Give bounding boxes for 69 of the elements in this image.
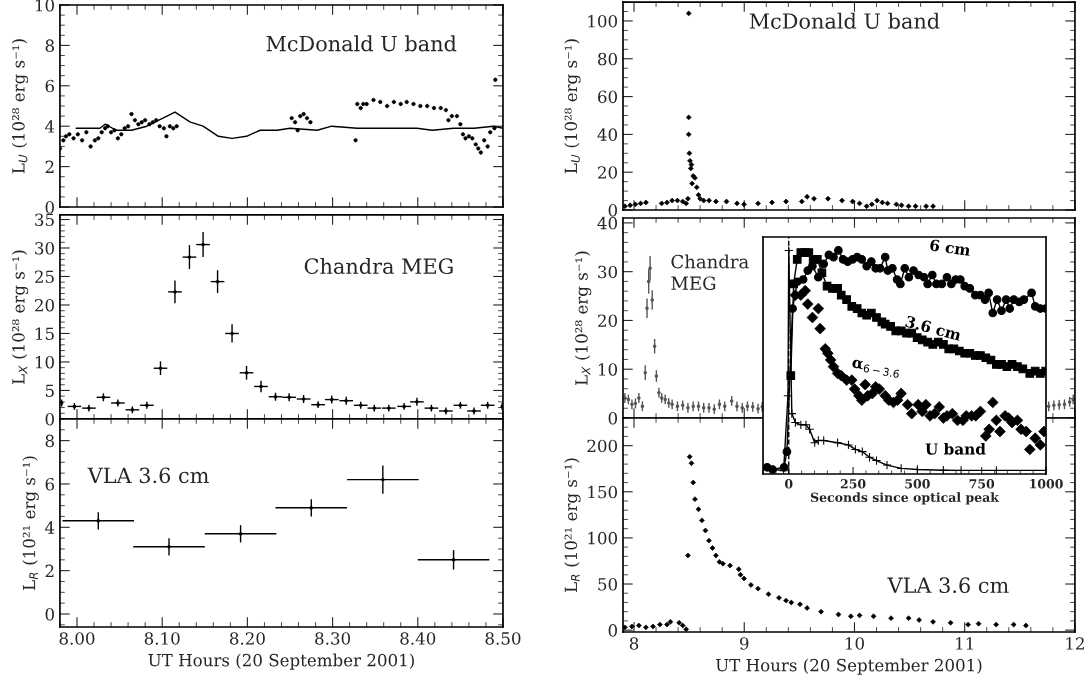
y-tick-label: 4 bbox=[45, 521, 55, 534]
text: 3.6 cm bbox=[904, 315, 963, 342]
y-tick-label: 100 bbox=[588, 14, 618, 28]
x-tick-label: 8.30 bbox=[315, 632, 351, 645]
y-tick-label: 8 bbox=[45, 434, 54, 448]
y-axis-title: L$_{R}$ (10²¹ erg s⁻¹) bbox=[22, 456, 39, 590]
y-tick-label: 15 bbox=[35, 327, 54, 341]
y-axis-title: L$_{U}$ (10²⁸ erg s⁻¹) bbox=[564, 39, 581, 174]
x-tick-label: 0 bbox=[784, 479, 793, 489]
x-tick-label: 8.50 bbox=[485, 632, 521, 645]
x-tick-label: 8.20 bbox=[229, 632, 265, 645]
series-label: U band bbox=[925, 442, 986, 455]
y-tick-label: 4 bbox=[45, 120, 55, 133]
y-tick-label: 2 bbox=[45, 564, 54, 577]
text: α$_{6−3.6}$ bbox=[851, 359, 901, 379]
y-tick-label: 100 bbox=[588, 531, 618, 545]
x-tick-label: 11 bbox=[956, 637, 973, 650]
y-tick-label: 20 bbox=[35, 298, 54, 312]
y-tick-label: 0 bbox=[608, 624, 618, 637]
x-axis-title: UT Hours (20 September 2001) bbox=[148, 653, 414, 670]
x-tick-label: 8.00 bbox=[59, 632, 95, 645]
y-tick-label: 0 bbox=[45, 412, 54, 426]
y-tick-label: 50 bbox=[598, 577, 618, 591]
x-tick-label: 250 bbox=[840, 479, 866, 489]
x-tick-label: 8 bbox=[629, 637, 639, 650]
y-tick-label: 10 bbox=[35, 355, 54, 369]
y-tick-label: 40 bbox=[597, 128, 618, 141]
x-tick-label: 9 bbox=[739, 637, 749, 650]
y-tick-label: 0 bbox=[608, 203, 618, 217]
y-tick-label: 20 bbox=[598, 314, 618, 328]
x-tick-label: 1000 bbox=[1030, 479, 1063, 489]
annotation: McDonald U band bbox=[749, 12, 940, 29]
y-tick-label: 6 bbox=[45, 477, 55, 491]
y-tick-label: 40 bbox=[597, 216, 618, 230]
text: 6 cm bbox=[929, 239, 971, 257]
annotation: Chandra MEG bbox=[304, 257, 453, 275]
x-tick-label: 8.10 bbox=[144, 632, 180, 645]
x-tick-label: 8.40 bbox=[400, 632, 436, 645]
annotation: Chandra MEG bbox=[671, 254, 749, 291]
y-tick-label: 2 bbox=[45, 160, 54, 173]
y-tick-label: 60 bbox=[598, 90, 618, 104]
y-tick-label: 0 bbox=[608, 411, 618, 425]
y-axis-title: L$_{R}$ (10²¹ erg s⁻¹) bbox=[564, 458, 581, 592]
y-tick-label: 200 bbox=[587, 439, 618, 453]
y-tick-label: 80 bbox=[598, 52, 618, 66]
annotation: VLA 3.6 cm bbox=[87, 467, 209, 484]
x-tick-label: 12 bbox=[1066, 637, 1084, 650]
y-tick-label: 0 bbox=[45, 200, 54, 214]
y-tick-label: 0 bbox=[45, 607, 54, 621]
y-tick-label: 30 bbox=[35, 241, 54, 255]
y-axis-title: L$_{X}$ (10²⁸ erg s⁻¹) bbox=[574, 251, 592, 385]
y-axis-title: L$_{X}$ (10²⁸ erg s⁻¹) bbox=[11, 250, 29, 384]
y-axis-title: L$_{U}$ (10²⁸ erg s⁻¹) bbox=[11, 39, 29, 174]
y-tick-label: 8 bbox=[45, 39, 54, 52]
y-tick-label: 10 bbox=[598, 363, 618, 376]
x-tick-label: 750 bbox=[969, 479, 995, 489]
annotation: McDonald U band bbox=[266, 35, 457, 52]
x-axis-title: UT Hours (20 September 2001) bbox=[715, 658, 982, 675]
y-tick-label: 30 bbox=[598, 265, 618, 279]
y-tick-label: 150 bbox=[588, 485, 618, 499]
x-tick-label: 500 bbox=[905, 479, 930, 489]
y-tick-label: 5 bbox=[45, 384, 54, 398]
y-tick-label: 6 bbox=[45, 79, 55, 93]
x-axis-title: Seconds since optical peak bbox=[810, 492, 1000, 505]
y-tick-label: 25 bbox=[35, 270, 54, 284]
y-tick-label: 35 bbox=[35, 213, 54, 227]
x-tick-label: 10 bbox=[845, 637, 864, 650]
annotation: VLA 3.6 cm bbox=[887, 577, 1009, 594]
y-tick-label: 20 bbox=[598, 166, 618, 179]
